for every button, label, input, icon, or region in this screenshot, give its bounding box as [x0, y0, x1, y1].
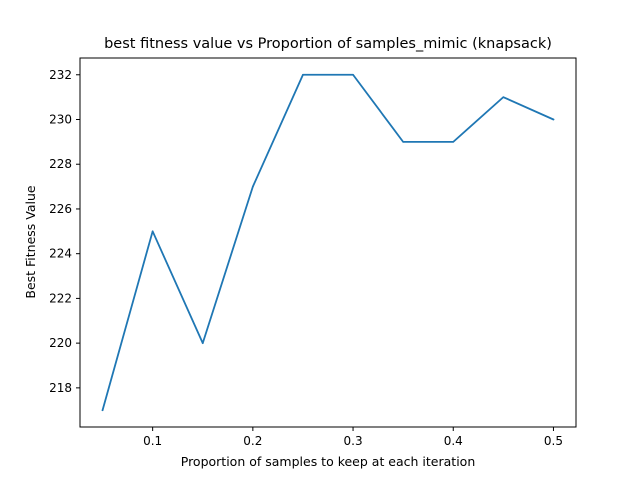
y-tick-label: 232	[49, 68, 72, 82]
y-tick-label: 218	[49, 381, 72, 395]
chart-title: best fitness value vs Proportion of samp…	[104, 36, 552, 52]
data-point	[252, 185, 254, 188]
data-point	[502, 96, 505, 98]
data-point	[402, 141, 404, 143]
y-tick-label: 224	[49, 247, 72, 261]
data-point	[352, 73, 354, 76]
y-tick-label: 230	[49, 113, 72, 127]
data-point	[552, 118, 555, 121]
x-tick-label: 0.1	[143, 434, 162, 448]
y-tick-label: 228	[49, 157, 72, 171]
data-point	[302, 73, 304, 76]
series-line	[101, 73, 555, 412]
x-tick-label: 0.4	[444, 434, 463, 448]
x-axis-label: Proportion of samples to keep at each it…	[181, 454, 476, 469]
data-point	[452, 141, 455, 143]
data-point	[101, 409, 104, 412]
series-layer	[101, 73, 555, 412]
data-point	[151, 230, 154, 233]
plot-frame	[79, 57, 577, 428]
plot-area	[79, 57, 577, 428]
y-axis-ticks: 218 220 222 224 226 228 230 232	[49, 68, 80, 395]
y-tick-label: 222	[49, 291, 72, 305]
x-tick-label: 0.3	[344, 434, 363, 448]
y-tick-label: 226	[49, 202, 72, 216]
y-axis-label: Best Fitness Value	[23, 185, 38, 299]
x-tick-label: 0.2	[243, 434, 262, 448]
y-tick-label: 220	[49, 336, 72, 350]
data-point	[201, 342, 204, 344]
x-axis-ticks: 0.1 0.2 0.3 0.4 0.5	[143, 427, 563, 448]
x-tick-label: 0.5	[544, 434, 563, 448]
